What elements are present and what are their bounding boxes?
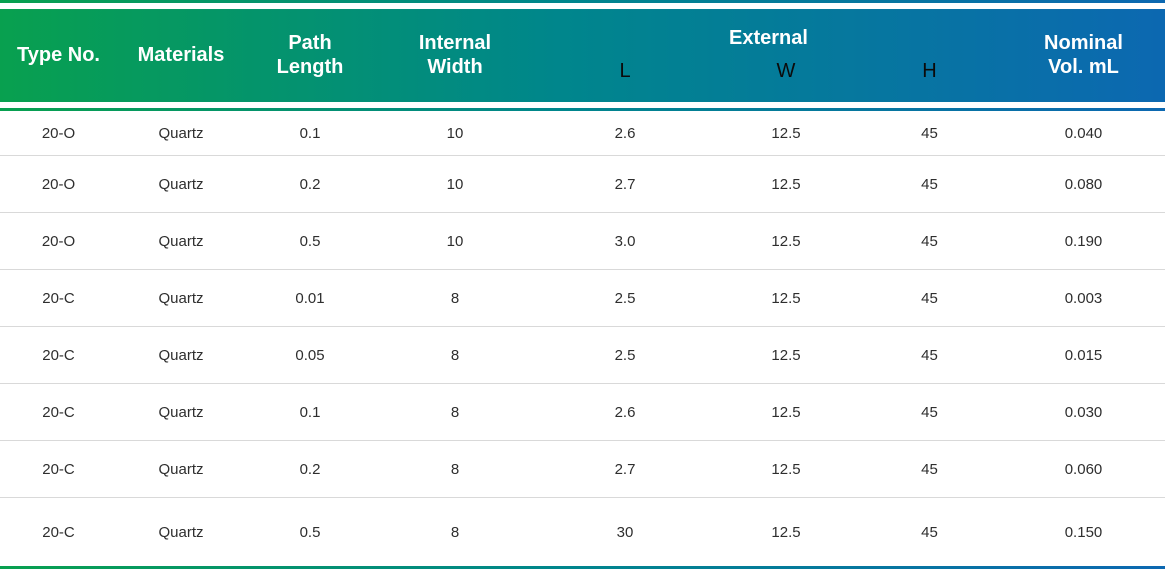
col-header-external-w: W <box>776 60 796 82</box>
table-row: 20-O Quartz 0.5 10 3.0 12.5 45 0.190 <box>0 212 1165 269</box>
top-accent-bar <box>0 0 1165 3</box>
cell: 0.190 <box>1064 232 1103 250</box>
cell: 2.6 <box>614 403 636 421</box>
cell: 10 <box>446 232 464 250</box>
cell: 3.0 <box>614 232 636 250</box>
external-subheader-row: L W H <box>535 60 1002 84</box>
table-row: 20-C Quartz 0.5 8 30 12.5 45 0.150 <box>0 497 1165 566</box>
cell: 0.080 <box>1064 175 1103 193</box>
cell: 0.003 <box>1064 289 1103 307</box>
cell: 12.5 <box>771 346 801 364</box>
cell: 20-C <box>42 403 75 421</box>
cell: 12.5 <box>771 403 801 421</box>
cell: 0.5 <box>299 523 321 541</box>
cell: 2.7 <box>614 175 636 193</box>
cell: 0.5 <box>299 232 321 250</box>
cell: Quartz <box>158 523 204 541</box>
cell: 8 <box>450 289 460 307</box>
cell: 0.01 <box>295 289 325 307</box>
cell: 20-O <box>41 124 76 142</box>
cell: Quartz <box>158 175 204 193</box>
col-header-materials: Materials <box>137 43 225 66</box>
cell: 0.2 <box>299 175 321 193</box>
header-gap <box>0 102 1165 108</box>
table-row: 20-O Quartz 0.1 10 2.6 12.5 45 0.040 <box>0 111 1165 155</box>
cell: Quartz <box>158 460 204 478</box>
cell: 2.7 <box>614 460 636 478</box>
cell: 12.5 <box>771 289 801 307</box>
col-header-external-l: L <box>619 60 631 82</box>
cell: 8 <box>450 403 460 421</box>
cell: 20-O <box>41 175 76 193</box>
cell: 0.060 <box>1064 460 1103 478</box>
cell: 30 <box>616 523 634 541</box>
table-body: 20-O Quartz 0.1 10 2.6 12.5 45 0.040 20-O Quartz 0… <box>0 111 1165 566</box>
bottom-accent-bar <box>0 566 1165 569</box>
cell: Quartz <box>158 346 204 364</box>
cell: 45 <box>921 346 938 364</box>
cell: 0.030 <box>1064 403 1103 421</box>
cell: 45 <box>921 523 938 541</box>
col-header-nominal-vol-line1: Nominal <box>1044 31 1123 54</box>
cell: 0.1 <box>299 403 321 421</box>
cell: 20-C <box>42 523 75 541</box>
cell: 12.5 <box>771 124 801 142</box>
cell: 20-C <box>42 346 75 364</box>
col-header-path-length-line2: Length <box>276 55 344 78</box>
cell: 0.015 <box>1064 346 1103 364</box>
col-header-internal-width-line2: Width <box>427 55 483 78</box>
cell: 10 <box>446 124 464 142</box>
col-header-path-length-line1: Path <box>288 31 332 54</box>
header-accent-bar <box>0 108 1165 111</box>
table-header: Type No. Materials Path Length Internal … <box>0 9 1165 102</box>
table-row: 20-C Quartz 0.01 8 2.5 12.5 45 0.003 <box>0 269 1165 326</box>
col-header-nominal-vol-line2: Vol. mL <box>1048 55 1119 78</box>
col-header-internal-width-line1: Internal <box>418 31 492 54</box>
cell: Quartz <box>158 403 204 421</box>
col-header-external-h: H <box>922 60 937 82</box>
cell: 12.5 <box>771 232 801 250</box>
col-header-external: External <box>729 27 808 50</box>
table-row: 20-C Quartz 0.2 8 2.7 12.5 45 0.060 <box>0 440 1165 497</box>
table-row: 20-O Quartz 0.2 10 2.7 12.5 45 0.080 <box>0 155 1165 212</box>
cell: 20-C <box>42 289 75 307</box>
cell: 45 <box>921 175 938 193</box>
cell: 10 <box>446 175 464 193</box>
cell: 2.5 <box>614 289 636 307</box>
cell: 45 <box>921 403 938 421</box>
col-group-external: External L W H <box>535 9 1002 102</box>
cell: 0.150 <box>1064 523 1103 541</box>
cell: 0.2 <box>299 460 321 478</box>
cell: 8 <box>450 346 460 364</box>
cell: 12.5 <box>771 175 801 193</box>
cell: 8 <box>450 523 460 541</box>
col-header-path-length: Path Length <box>245 32 375 79</box>
cell: 12.5 <box>771 523 801 541</box>
col-header-internal-width: Internal Width <box>375 32 535 79</box>
cell: Quartz <box>158 124 204 142</box>
cell: 20-O <box>41 232 76 250</box>
cell: 2.5 <box>614 346 636 364</box>
cell: 45 <box>921 460 938 478</box>
cell: 45 <box>921 289 938 307</box>
cell: 0.05 <box>295 346 325 364</box>
cell: Quartz <box>158 289 204 307</box>
cell: 2.6 <box>614 124 636 142</box>
table-row: 20-C Quartz 0.05 8 2.5 12.5 45 0.015 <box>0 326 1165 383</box>
cell: 12.5 <box>771 460 801 478</box>
cell: 0.1 <box>299 124 321 142</box>
cell: 0.040 <box>1064 124 1103 142</box>
cell: 45 <box>921 124 938 142</box>
cell: 8 <box>450 460 460 478</box>
cell: 45 <box>921 232 938 250</box>
col-header-nominal-vol: Nominal Vol. mL <box>1002 32 1165 79</box>
cell: Quartz <box>158 232 204 250</box>
top-gap <box>0 3 1165 9</box>
col-header-type-no: Type No. <box>17 43 100 66</box>
cell: 20-C <box>42 460 75 478</box>
table-row: 20-C Quartz 0.1 8 2.6 12.5 45 0.030 <box>0 383 1165 440</box>
